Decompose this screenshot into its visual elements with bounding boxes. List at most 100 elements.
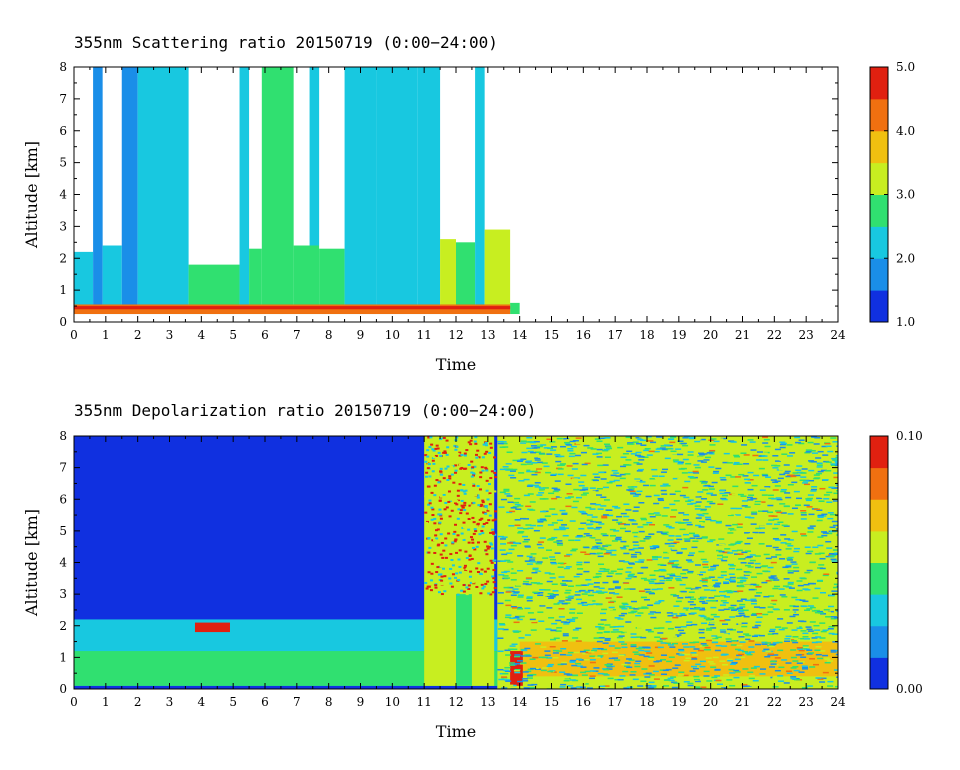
x-tick-label: 9 (357, 695, 365, 709)
y-axis-label: Altitude [km] (22, 141, 41, 249)
heatmap-cell-9 (261, 67, 294, 315)
colorbar-segment (870, 594, 888, 627)
colorbar-segment (870, 657, 888, 690)
x-tick-label: 1 (102, 695, 110, 709)
y-tick-label: 0 (59, 682, 67, 696)
y-tick-label: 8 (59, 429, 67, 443)
x-tick-label: 11 (417, 695, 432, 709)
x-tick-label: 15 (544, 328, 559, 342)
x-tick-label: 22 (767, 695, 782, 709)
x-tick-label: 2 (134, 695, 142, 709)
x-tick-label: 22 (767, 328, 782, 342)
x-tick-label: 8 (325, 328, 333, 342)
y-tick-label: 3 (59, 219, 67, 233)
heatmap-cell-16 (440, 239, 456, 315)
x-tick-label: 12 (448, 328, 463, 342)
colorbar-segment (870, 467, 888, 500)
x-tick-label: 0 (70, 695, 78, 709)
colorbar-tick-label: 2.0 (896, 251, 915, 265)
heatmap-cell-1 (93, 67, 103, 315)
colorbar-tick-label: 1.0 (896, 315, 915, 329)
colorbar-tick-label: 4.0 (896, 124, 915, 138)
x-tick-label: 20 (703, 328, 718, 342)
heatmap-cell-14 (376, 67, 418, 315)
heatmap-cell-0 (74, 251, 94, 315)
heatmap-cell-18 (475, 67, 485, 315)
colorbar-segment (870, 162, 888, 195)
y-tick-label: 7 (59, 92, 67, 106)
x-tick-label: 20 (703, 695, 718, 709)
x-tick-label: 6 (261, 328, 269, 342)
y-tick-label: 0 (59, 315, 67, 329)
x-tick-label: 19 (671, 328, 686, 342)
y-tick-label: 2 (59, 619, 67, 633)
x-tick-label: 15 (544, 695, 559, 709)
x-tick-label: 7 (293, 328, 301, 342)
heatmap-panel-2 (73, 435, 889, 690)
x-tick-label: 9 (357, 328, 365, 342)
x-tick-label: 5 (229, 328, 237, 342)
heatmap-cell-2 (102, 245, 122, 315)
colorbar-tick-label: 5.0 (896, 60, 915, 74)
x-tick-label: 5 (229, 695, 237, 709)
x-tick-label: 13 (480, 328, 495, 342)
y-axis-label: Altitude [km] (22, 509, 41, 617)
y-tick-label: 6 (59, 492, 67, 506)
x-tick-label: 8 (325, 695, 333, 709)
colorbar-segment (870, 194, 888, 227)
x-tick-label: 18 (639, 328, 654, 342)
heatmap-cell-4 (137, 67, 170, 315)
colorbar-segment (870, 436, 888, 469)
y-tick-label: 1 (59, 650, 67, 664)
x-tick-label: 24 (830, 328, 846, 342)
heatmap-cell-5 (456, 594, 472, 686)
x-tick-label: 18 (639, 695, 654, 709)
x-tick-label: 17 (608, 695, 623, 709)
heatmap-cell-12 (319, 248, 345, 315)
y-tick-label: 1 (59, 283, 67, 297)
x-tick-label: 6 (261, 695, 269, 709)
heatmap-cells (74, 436, 838, 689)
heatmap-cell-11 (309, 67, 320, 246)
x-tick-label: 3 (166, 328, 174, 342)
colorbar-tick-label: 3.0 (896, 188, 915, 202)
y-tick-label: 5 (59, 156, 67, 170)
colorbar-segment (870, 562, 888, 595)
y-tick-label: 4 (59, 188, 67, 202)
colorbar-tick-label: 0.00 (896, 682, 923, 696)
heatmap-cell-8 (510, 651, 523, 686)
colorbar-segment (870, 258, 888, 291)
x-tick-label: 17 (608, 328, 623, 342)
heatmap-cell-19 (484, 229, 511, 315)
colorbar-segment (870, 530, 888, 563)
y-tick-label: 6 (59, 124, 67, 138)
x-tick-label: 10 (385, 695, 400, 709)
x-tick-label: 21 (735, 695, 750, 709)
x-tick-label: 16 (576, 328, 591, 342)
heatmap-cell-3 (194, 622, 230, 633)
x-tick-label: 11 (417, 328, 432, 342)
x-tick-label: 2 (134, 328, 142, 342)
x-axis-label: Time (436, 355, 476, 374)
heatmap-cell-8 (249, 248, 262, 315)
chart-title: 355nm Depolarization ratio 20150719 (0:0… (74, 401, 536, 420)
heatmap-cell-3 (121, 67, 138, 315)
x-tick-label: 7 (293, 695, 301, 709)
x-tick-label: 14 (512, 328, 528, 342)
x-tick-label: 16 (576, 695, 591, 709)
colorbar-segment (870, 290, 888, 323)
heatmap-panel-1 (73, 66, 889, 323)
x-tick-label: 3 (166, 695, 174, 709)
x-tick-label: 24 (830, 695, 846, 709)
x-tick-label: 21 (735, 328, 750, 342)
heatmap-cell-13 (344, 67, 377, 315)
colorbar-segment (870, 625, 888, 658)
y-tick-label: 4 (59, 556, 67, 570)
y-tick-label: 7 (59, 461, 67, 475)
x-tick-label: 4 (198, 695, 206, 709)
y-tick-label: 3 (59, 587, 67, 601)
x-tick-label: 14 (512, 695, 528, 709)
colorbar (869, 435, 889, 690)
y-tick-label: 2 (59, 251, 67, 265)
